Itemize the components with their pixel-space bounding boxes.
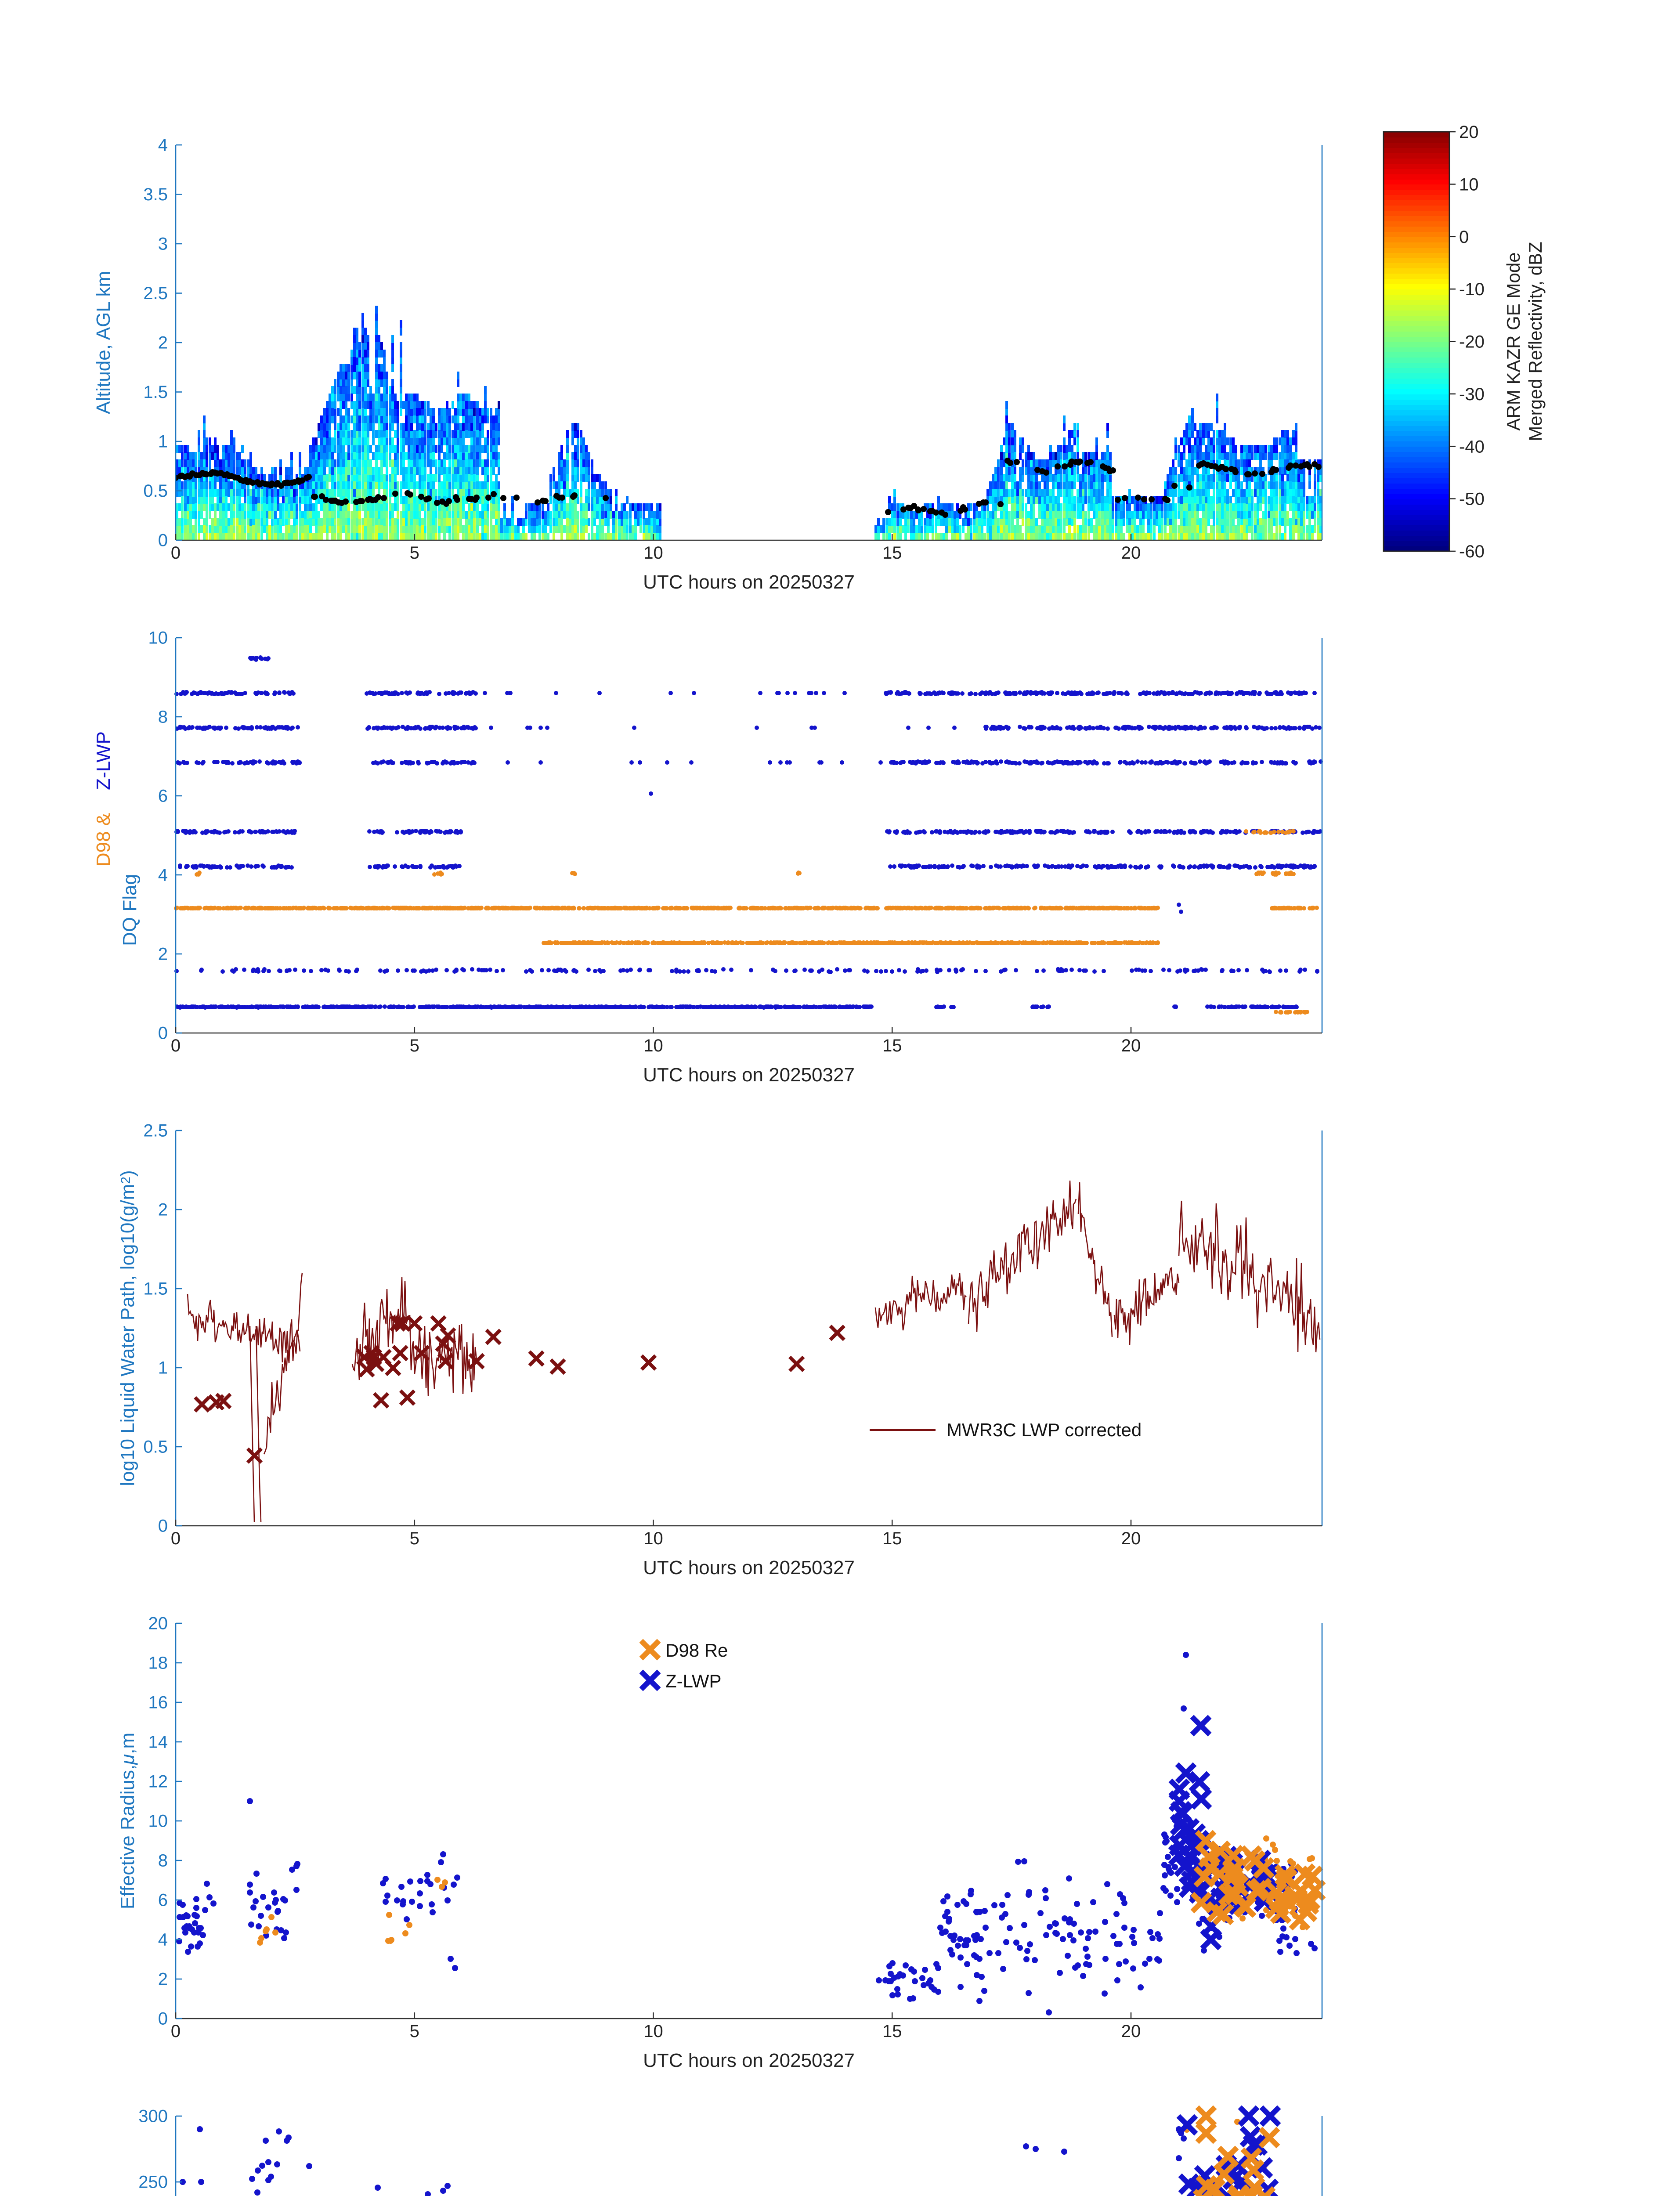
- svg-text:20: 20: [1121, 543, 1141, 563]
- svg-text:Altitude, AGL km: Altitude, AGL km: [93, 271, 114, 414]
- svg-text:-40: -40: [1459, 437, 1485, 456]
- svg-text:10: 10: [643, 543, 663, 563]
- svg-text:-50: -50: [1459, 490, 1485, 509]
- svg-text:-60: -60: [1459, 542, 1485, 561]
- svg-text:Merged Reflectivity, dBZ: Merged Reflectivity, dBZ: [1525, 242, 1546, 441]
- svg-text:1.5: 1.5: [143, 383, 168, 402]
- svg-text:1: 1: [158, 432, 168, 451]
- svg-text:-20: -20: [1459, 332, 1485, 352]
- svg-text:UTC hours on 20250327: UTC hours on 20250327: [643, 571, 855, 593]
- svg-text:3.5: 3.5: [143, 185, 168, 204]
- svg-text:5: 5: [410, 543, 419, 563]
- svg-text:0: 0: [171, 543, 181, 563]
- svg-text:ARM KAZR GE Mode: ARM KAZR GE Mode: [1503, 252, 1524, 430]
- svg-text:0.5: 0.5: [143, 481, 168, 501]
- svg-text:15: 15: [882, 543, 902, 563]
- svg-text:-10: -10: [1459, 280, 1485, 299]
- svg-text:2: 2: [158, 333, 168, 353]
- svg-text:10: 10: [1459, 175, 1479, 194]
- svg-text:2.5: 2.5: [143, 284, 168, 303]
- svg-text:20: 20: [1459, 123, 1479, 142]
- svg-text:4: 4: [158, 136, 168, 155]
- svg-text:3: 3: [158, 235, 168, 254]
- svg-text:-30: -30: [1459, 385, 1485, 404]
- svg-text:0: 0: [158, 531, 168, 550]
- svg-text:0: 0: [1459, 228, 1469, 247]
